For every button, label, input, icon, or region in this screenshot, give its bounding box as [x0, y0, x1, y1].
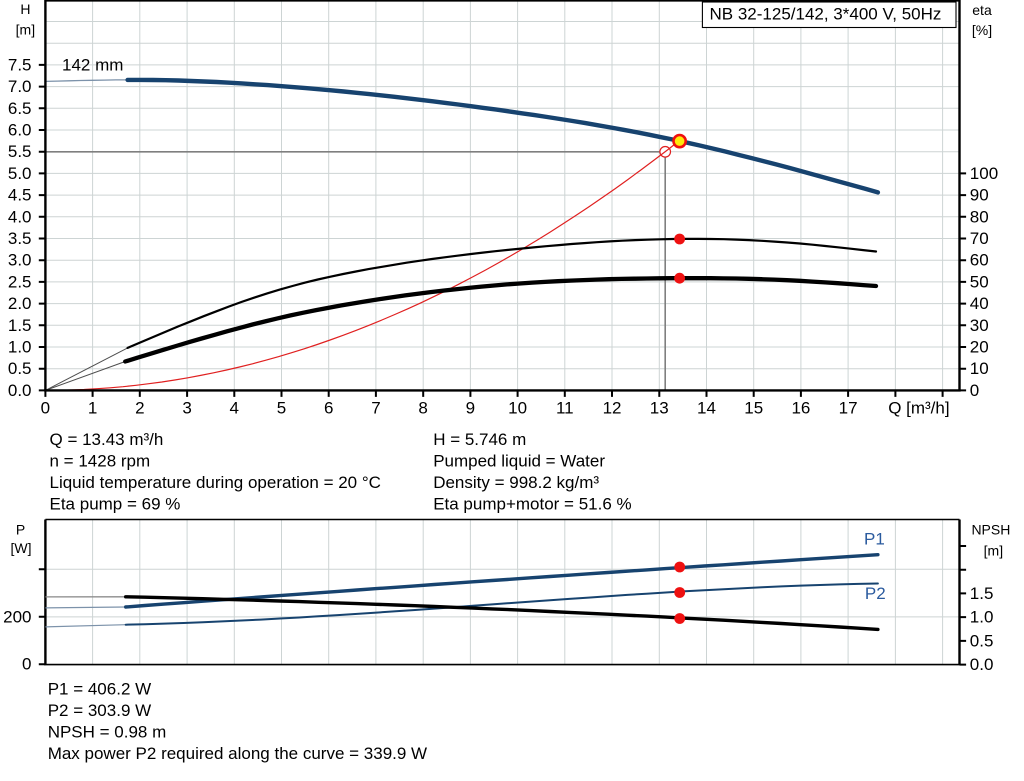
svg-text:P: P: [16, 522, 25, 538]
svg-text:P1 = 406.2 W: P1 = 406.2 W: [48, 680, 151, 699]
svg-text:60: 60: [970, 251, 989, 270]
svg-text:8: 8: [418, 399, 427, 418]
svg-text:13: 13: [650, 399, 669, 418]
svg-text:Density = 998.2 kg/m³: Density = 998.2 kg/m³: [433, 473, 599, 492]
svg-text:4: 4: [230, 399, 239, 418]
svg-text:16: 16: [791, 399, 810, 418]
svg-text:Max power P2 required along th: Max power P2 required along the curve = …: [48, 744, 427, 763]
svg-text:20: 20: [970, 338, 989, 357]
svg-text:0.5: 0.5: [970, 631, 994, 650]
svg-text:0: 0: [970, 381, 979, 400]
svg-text:12: 12: [603, 399, 622, 418]
svg-text:90: 90: [970, 186, 989, 205]
svg-text:1: 1: [88, 399, 97, 418]
svg-text:P2: P2: [865, 584, 886, 603]
svg-text:Liquid temperature during oper: Liquid temperature during operation = 20…: [50, 473, 381, 492]
svg-text:eta: eta: [972, 2, 992, 18]
svg-text:[m]: [m]: [16, 22, 35, 38]
svg-text:70: 70: [970, 229, 989, 248]
svg-text:[m]: [m]: [984, 542, 1003, 558]
svg-text:NPSH = 0.98 m: NPSH = 0.98 m: [48, 723, 167, 742]
svg-text:10: 10: [508, 399, 527, 418]
svg-text:5.5: 5.5: [8, 142, 32, 161]
svg-text:1.5: 1.5: [8, 316, 32, 335]
svg-text:NPSH: NPSH: [971, 522, 1010, 538]
svg-text:0.5: 0.5: [8, 359, 32, 378]
svg-text:17: 17: [839, 399, 858, 418]
svg-text:5: 5: [277, 399, 286, 418]
svg-text:80: 80: [970, 207, 989, 226]
svg-text:15: 15: [744, 399, 763, 418]
svg-text:10: 10: [970, 359, 989, 378]
svg-text:5.0: 5.0: [8, 164, 32, 183]
svg-text:14: 14: [697, 399, 716, 418]
svg-text:0: 0: [41, 399, 50, 418]
svg-text:n = 1428 rpm: n = 1428 rpm: [50, 452, 151, 471]
svg-text:7.5: 7.5: [8, 55, 32, 74]
svg-text:9: 9: [466, 399, 475, 418]
svg-text:3.0: 3.0: [8, 251, 32, 270]
svg-text:11: 11: [556, 399, 574, 418]
svg-text:H = 5.746 m: H = 5.746 m: [433, 430, 526, 449]
svg-text:Pumped liquid = Water: Pumped liquid = Water: [433, 452, 605, 471]
svg-text:2: 2: [135, 399, 144, 418]
svg-text:Eta pump+motor = 51.6 %: Eta pump+motor = 51.6 %: [433, 494, 631, 513]
svg-text:1.0: 1.0: [970, 608, 994, 627]
svg-text:7: 7: [371, 399, 380, 418]
svg-text:0.0: 0.0: [970, 655, 994, 674]
svg-text:NB 32-125/142, 3*400 V, 50Hz: NB 32-125/142, 3*400 V, 50Hz: [710, 5, 942, 24]
svg-text:142 mm: 142 mm: [62, 56, 123, 75]
svg-text:200: 200: [3, 607, 31, 626]
svg-text:6.0: 6.0: [8, 121, 32, 140]
svg-text:P2 = 303.9 W: P2 = 303.9 W: [48, 701, 151, 720]
svg-text:Q = 13.43 m³/h: Q = 13.43 m³/h: [50, 430, 164, 449]
svg-text:1.0: 1.0: [8, 338, 32, 357]
svg-text:H: H: [20, 1, 30, 17]
svg-text:3.5: 3.5: [8, 229, 32, 248]
svg-text:100: 100: [970, 164, 998, 183]
svg-text:4.0: 4.0: [8, 207, 32, 226]
svg-text:6.5: 6.5: [8, 99, 32, 118]
svg-text:[%]: [%]: [972, 22, 992, 38]
svg-text:40: 40: [970, 294, 989, 313]
svg-text:P1: P1: [864, 529, 885, 548]
svg-text:30: 30: [970, 316, 989, 335]
svg-text:7.0: 7.0: [8, 77, 32, 96]
svg-text:4.5: 4.5: [8, 186, 32, 205]
svg-text:2.0: 2.0: [8, 294, 32, 313]
svg-text:0.0: 0.0: [8, 381, 32, 400]
svg-text:2.5: 2.5: [8, 272, 32, 291]
svg-text:Q [m³/h]: Q [m³/h]: [888, 399, 949, 418]
svg-text:[W]: [W]: [11, 540, 32, 556]
svg-text:Eta pump = 69 %: Eta pump = 69 %: [50, 494, 181, 513]
svg-text:50: 50: [970, 272, 989, 291]
svg-text:0: 0: [22, 655, 31, 674]
svg-text:6: 6: [324, 399, 333, 418]
svg-text:1.5: 1.5: [970, 584, 994, 603]
svg-text:3: 3: [182, 399, 191, 418]
